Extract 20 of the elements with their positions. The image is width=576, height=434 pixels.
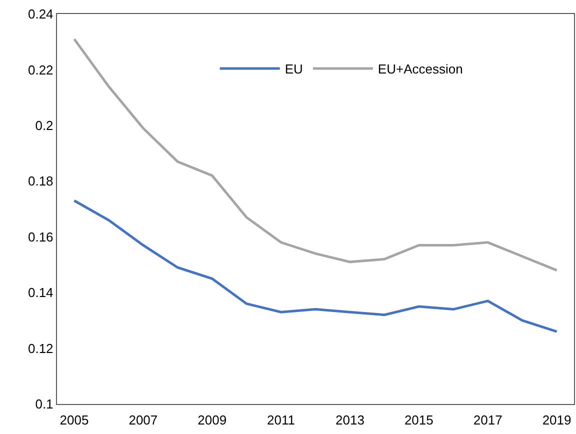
x-tick-label: 2017 <box>473 412 502 428</box>
x-tick-label: 2013 <box>336 412 364 428</box>
x-tick-label: 2005 <box>60 412 89 428</box>
x-tick-label: 2009 <box>198 412 227 428</box>
y-tick-label: 0.18 <box>28 174 54 189</box>
x-tick-label: 2019 <box>542 412 572 428</box>
y-tick-label: 0.22 <box>28 62 54 78</box>
y-tick-label: 0.12 <box>28 340 54 356</box>
x-tick-label: 2011 <box>267 412 296 428</box>
line-series <box>72 38 558 272</box>
y-tick-label: 0.1 <box>35 396 54 412</box>
y-tick-label: 0.16 <box>28 229 54 244</box>
x-tick-label: 2007 <box>128 412 158 428</box>
y-tick-label: 0.2 <box>35 118 54 133</box>
legend-label: EU+Accession <box>378 62 463 77</box>
y-tick-label: 0.24 <box>28 6 54 22</box>
line-series <box>72 199 558 333</box>
x-tick-label: 2015 <box>404 412 434 428</box>
legend-label: EU <box>284 62 303 77</box>
y-tick-label: 0.14 <box>28 285 54 300</box>
